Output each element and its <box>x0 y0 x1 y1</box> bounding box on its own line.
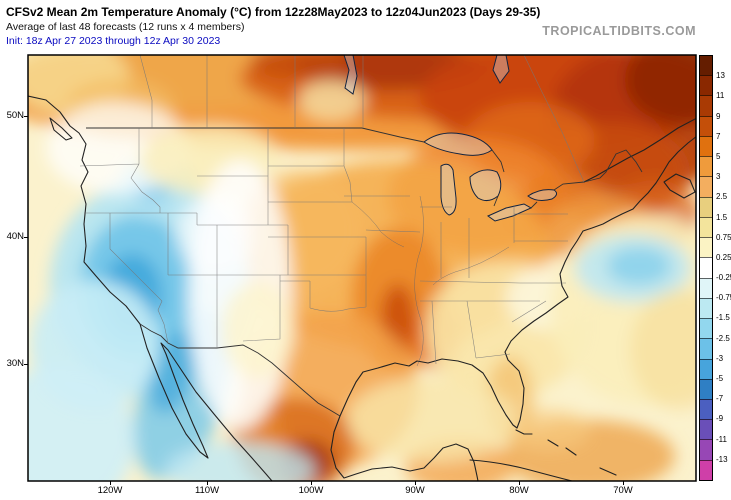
colorbar-tick-label: -3 <box>716 353 724 363</box>
james-bay <box>492 55 510 84</box>
geography-layer <box>28 55 696 481</box>
lake-winnipeg <box>343 55 358 95</box>
chart-title: CFSv2 Mean 2m Temperature Anomaly (°C) f… <box>6 5 541 19</box>
colorbar-tick-label: 9 <box>716 111 721 121</box>
colorbar <box>699 55 713 481</box>
colorbar-segment <box>700 237 712 258</box>
colorbar-tick-label: 2.5 <box>716 192 728 202</box>
anomaly-blob <box>630 290 696 410</box>
watermark: TROPICALTIDBITS.COM <box>542 24 696 38</box>
anomaly-field-layer <box>28 55 696 481</box>
colorbar-segment <box>700 277 712 298</box>
colorbar-segment <box>700 176 712 197</box>
colorbar-tick-label: -1.5 <box>716 313 730 323</box>
colorbar-segment <box>700 378 712 399</box>
colorbar-segment <box>700 459 712 480</box>
colorbar-segment <box>700 75 712 96</box>
colorbar-tick-label: -0.75 <box>716 293 731 303</box>
colorbar-segment <box>700 439 712 460</box>
colorbar-tick-label: -0.25 <box>716 273 731 283</box>
anomaly-blob <box>28 365 135 481</box>
rivers <box>351 195 510 367</box>
colorbar-tick-label: 11 <box>716 91 725 101</box>
colorbar-tick-label: 1.5 <box>716 212 728 222</box>
state-borders <box>79 55 585 365</box>
cuba-islands <box>469 429 617 481</box>
colorbar-segment <box>700 419 712 440</box>
colorbar-tick-label: 0.75 <box>716 232 731 242</box>
colorbar-segment <box>700 156 712 177</box>
colorbar-segment <box>700 56 712 76</box>
us-state-lines <box>79 128 568 365</box>
colorbar-tick-label: -5 <box>716 374 724 384</box>
colorbar-segment <box>700 318 712 339</box>
colorbar-segment <box>700 398 712 420</box>
canada-province-lines <box>139 55 585 183</box>
colorbar-segment <box>700 358 712 379</box>
lakes <box>343 55 558 222</box>
anomaly-blob <box>222 282 294 378</box>
chart-subtitle: Average of last 48 forecasts (12 runs x … <box>6 21 245 33</box>
colorbar-segment <box>700 338 712 359</box>
anomaly-blob <box>175 195 255 275</box>
vancouver-island <box>49 117 73 141</box>
colorbar-tick-label: -13 <box>716 454 728 464</box>
colorbar-tick-label: 0.25 <box>716 252 731 262</box>
national-borders <box>86 127 643 417</box>
colorbar-segment <box>700 196 712 217</box>
gulf-atlantic-coastline <box>330 136 696 481</box>
anomaly-blob <box>347 378 517 462</box>
colorbar-tick-label: -9 <box>716 414 724 424</box>
colorbar-segments <box>700 56 712 480</box>
st-lawrence <box>583 117 696 183</box>
colorbar-segment <box>700 95 712 116</box>
colorbar-segment <box>700 115 712 136</box>
colorbar-tick-label: -11 <box>716 434 727 444</box>
colorbar-segment <box>700 216 712 238</box>
colorbar-tick-label: 7 <box>716 131 721 141</box>
nova-scotia <box>663 173 696 199</box>
colorbar-segment <box>700 135 712 157</box>
pacific-coastline <box>28 95 273 481</box>
colorbar-segment <box>700 297 712 319</box>
anomaly-blob <box>298 80 366 120</box>
init-line: Init: 18z Apr 27 2023 through 12z Apr 30… <box>6 35 221 47</box>
colorbar-tick-label: 5 <box>716 151 721 161</box>
canada-border <box>86 127 643 209</box>
colorbar-tick-label: 13 <box>716 71 725 81</box>
anomaly-blob <box>625 55 696 125</box>
colorbar-labels: 13 11 9 7 5 3 2.5 1.5 0.75 0.25 -0.25 -0.75 -1.5 -2.5… <box>716 56 731 480</box>
colorbar-tick-label: 3 <box>716 172 721 182</box>
mexico-border <box>139 323 341 417</box>
colorbar-segment <box>700 257 712 278</box>
anomaly-blob <box>250 55 350 80</box>
anomaly-blob <box>607 247 671 285</box>
anomaly-blob <box>165 442 315 481</box>
map-frame <box>27 54 697 482</box>
colorbar-tick-label: -7 <box>716 394 724 404</box>
colorbar-tick-label: -2.5 <box>716 333 730 343</box>
lake-ontario <box>527 189 558 201</box>
coastline-paths <box>28 95 696 481</box>
river-lines <box>351 195 510 367</box>
